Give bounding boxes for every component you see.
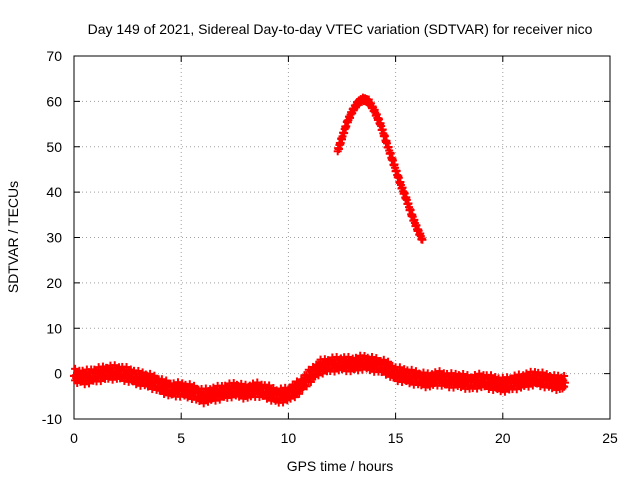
y-tick-label: 40 (46, 184, 62, 200)
y-tick-label: 20 (46, 275, 62, 291)
x-axis-label: GPS time / hours (287, 458, 394, 474)
data-point (560, 371, 569, 380)
axis-ticks: 0 5 10 15 20 25 -10 0 10 20 30 40 50 60 70 (42, 48, 618, 446)
chart-title: Day 149 of 2021, Sidereal Day-to-day VTE… (88, 21, 593, 37)
y-axis-label: SDTVAR / TECUs (5, 181, 21, 293)
x-tick-label: 5 (177, 430, 185, 446)
data-point (290, 393, 299, 402)
data-point (314, 371, 323, 380)
data-point (162, 376, 171, 385)
y-tick-label: 10 (46, 320, 62, 336)
x-tick-label: 20 (495, 430, 511, 446)
y-tick-label: 60 (46, 93, 62, 109)
data-point (418, 235, 427, 244)
x-tick-label: 15 (388, 430, 404, 446)
data-point (302, 382, 311, 391)
x-tick-label: 25 (602, 430, 618, 446)
grid-lines (74, 56, 610, 419)
data-point (560, 378, 569, 387)
data-point (295, 389, 304, 398)
data-point (384, 357, 393, 366)
y-tick-label: 0 (54, 366, 62, 382)
y-tick-label: -10 (42, 411, 62, 427)
y-tick-label: 50 (46, 139, 62, 155)
data-point (306, 377, 315, 386)
x-tick-label: 10 (281, 430, 297, 446)
y-tick-label: 70 (46, 48, 62, 64)
y-tick-label: 30 (46, 230, 62, 246)
x-tick-label: 0 (70, 430, 78, 446)
data-points (70, 93, 569, 408)
